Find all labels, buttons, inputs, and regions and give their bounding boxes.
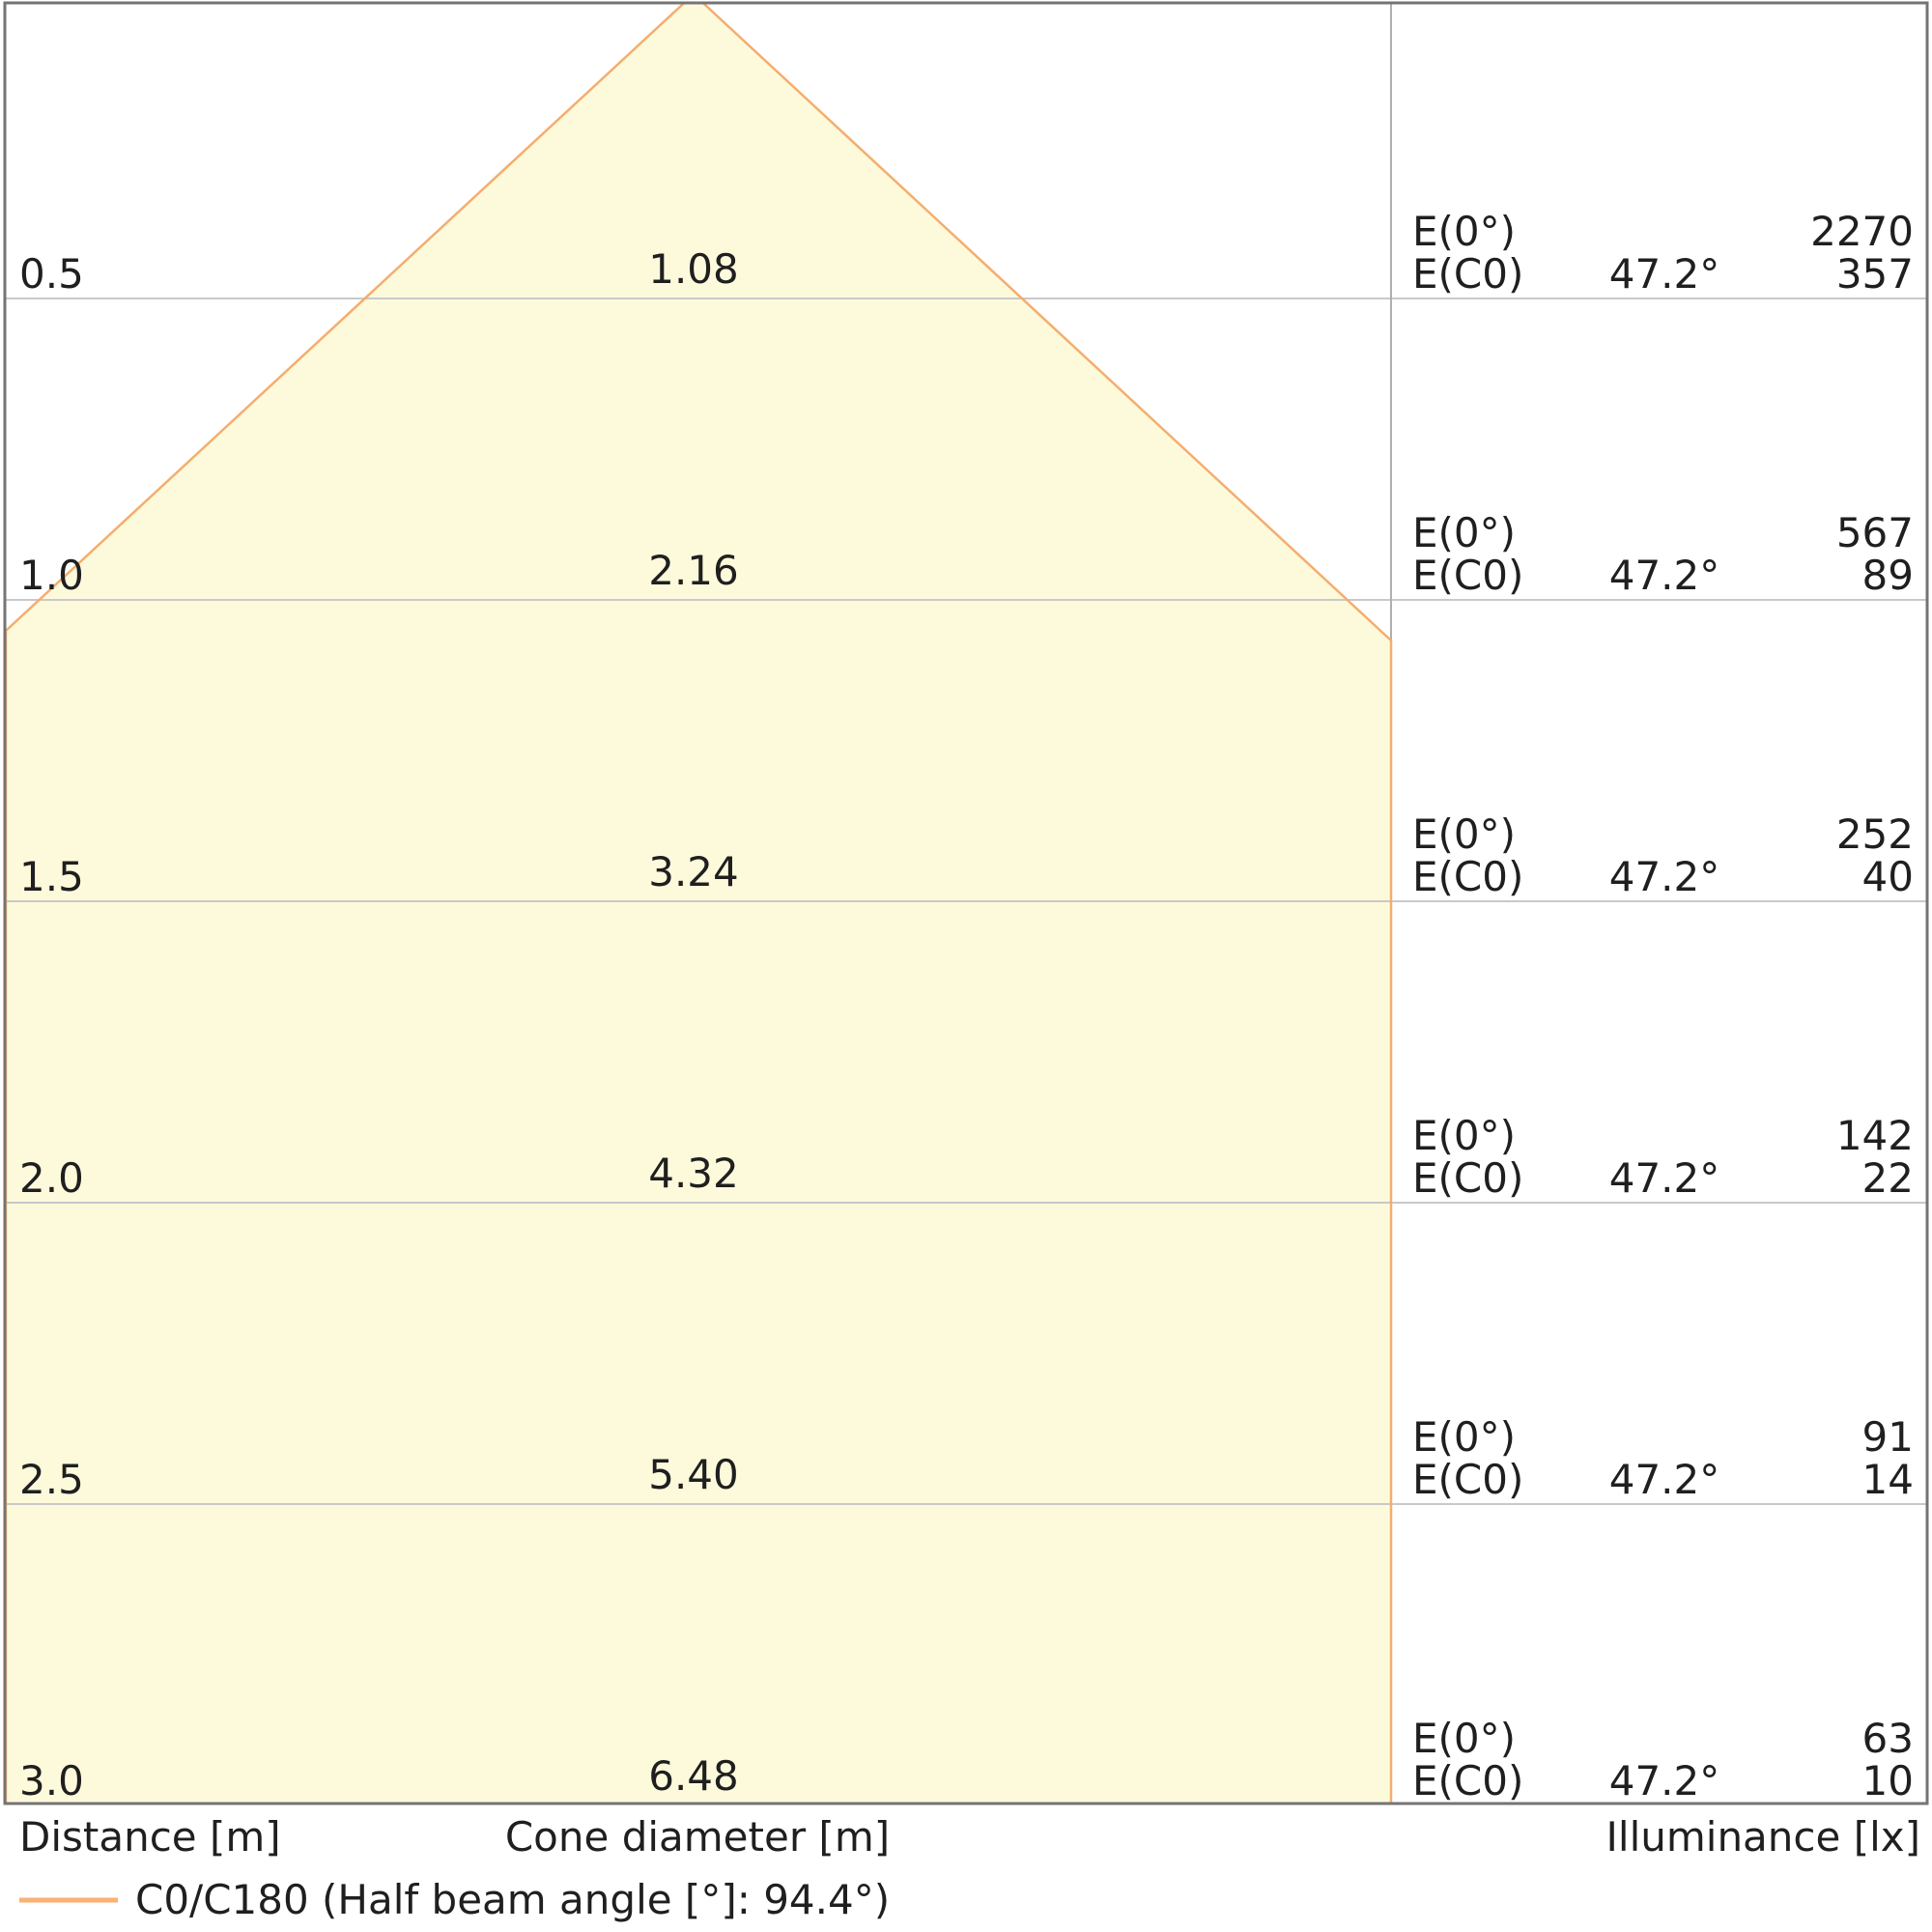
cone-diameter-label: 1.08 (648, 245, 739, 293)
ec0-angle: 47.2° (1609, 1456, 1720, 1503)
e0-label: E(0°) (1412, 810, 1516, 858)
ec0-angle: 47.2° (1609, 250, 1720, 298)
e0-label: E(0°) (1412, 1112, 1516, 1159)
illuminance-axis-caption: Illuminance [lx] (1606, 1813, 1920, 1861)
cone-diameter-label: 2.16 (648, 547, 739, 594)
ec0-label: E(C0) (1412, 1456, 1523, 1503)
distance-label: 2.5 (19, 1456, 84, 1503)
e0-value: 2270 (1810, 208, 1914, 255)
cone-diameter-label: 3.24 (648, 848, 739, 895)
ec0-value: 357 (1836, 250, 1914, 298)
e0-label: E(0°) (1412, 1715, 1516, 1762)
ec0-label: E(C0) (1412, 853, 1523, 900)
cone-diameter-axis-caption: Cone diameter [m] (505, 1813, 890, 1861)
cone-diameter-label: 4.32 (648, 1150, 739, 1197)
e0-value: 567 (1836, 509, 1914, 556)
legend: C0/C180 (Half beam angle [°]: 94.4°) (19, 1876, 890, 1923)
ec0-label: E(C0) (1412, 250, 1523, 298)
ec0-value: 14 (1862, 1456, 1914, 1503)
distance-label: 1.0 (19, 552, 84, 599)
light-cone-fill (6, 2, 1391, 1804)
distance-label: 3.0 (19, 1757, 84, 1804)
distance-label: 1.5 (19, 853, 84, 900)
ec0-angle: 47.2° (1609, 853, 1720, 900)
e0-value: 63 (1862, 1715, 1914, 1762)
distance-label: 2.0 (19, 1154, 84, 1202)
ec0-value: 22 (1862, 1154, 1914, 1202)
distance-label: 0.5 (19, 250, 84, 298)
chart-border (3, 1, 1929, 1805)
ec0-angle: 47.2° (1609, 1154, 1720, 1202)
cone-outline (4, 2, 1393, 1804)
e0-label: E(0°) (1412, 208, 1516, 255)
ec0-label: E(C0) (1412, 1154, 1523, 1202)
e0-value: 142 (1836, 1112, 1914, 1159)
e0-label: E(0°) (1412, 1413, 1516, 1461)
distance-axis-caption: Distance [m] (19, 1813, 281, 1861)
e0-value: 252 (1836, 810, 1914, 858)
ec0-value: 89 (1862, 552, 1914, 599)
ec0-angle: 47.2° (1609, 1757, 1720, 1804)
ec0-label: E(C0) (1412, 552, 1523, 599)
e0-value: 91 (1862, 1413, 1914, 1461)
distance-gridlines (5, 298, 1927, 1505)
ec0-label: E(C0) (1412, 1757, 1523, 1804)
e0-label: E(0°) (1412, 509, 1516, 556)
ec0-value: 40 (1862, 853, 1914, 900)
cone-diameter-label: 5.40 (648, 1451, 739, 1498)
ec0-angle: 47.2° (1609, 552, 1720, 599)
ec0-value: 10 (1862, 1757, 1914, 1804)
legend-label: C0/C180 (Half beam angle [°]: 94.4°) (135, 1876, 890, 1923)
cone-diameter-label: 6.48 (648, 1752, 739, 1800)
